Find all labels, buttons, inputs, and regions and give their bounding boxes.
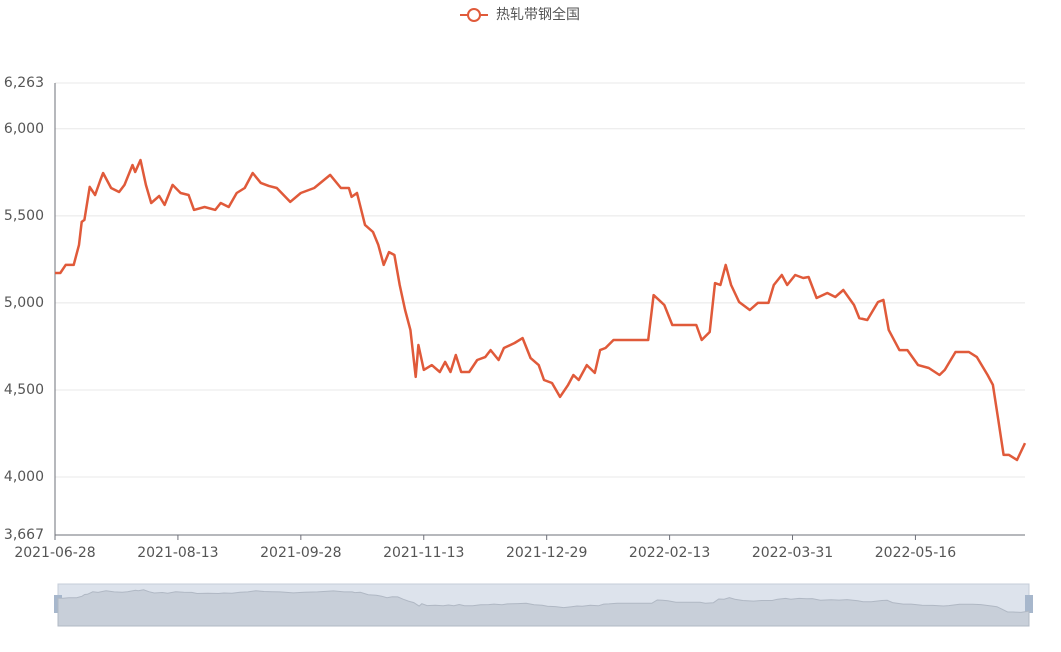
legend-label: 热轧带钢全国 bbox=[496, 6, 580, 23]
x-tick-label: 2021-08-13 bbox=[137, 545, 218, 561]
zoom-handle-right[interactable] bbox=[1025, 595, 1033, 613]
series-line bbox=[55, 158, 1027, 462]
zoom-preview bbox=[57, 589, 1030, 627]
legend-marker bbox=[467, 8, 481, 22]
x-tick-label: 2021-09-28 bbox=[260, 545, 341, 561]
x-tick-label: 2021-12-29 bbox=[506, 545, 587, 561]
y-tick-label: 3,667 bbox=[4, 527, 44, 543]
x-tick-label: 2022-02-13 bbox=[629, 545, 710, 561]
x-tick-label: 2022-03-31 bbox=[752, 545, 833, 561]
x-tick-label: 2021-11-13 bbox=[383, 545, 464, 561]
y-tick-label: 4,500 bbox=[4, 382, 44, 398]
x-tick-label: 2021-06-28 bbox=[14, 545, 95, 561]
y-tick-label: 4,000 bbox=[4, 469, 44, 485]
y-tick-label: 5,500 bbox=[4, 208, 44, 224]
x-tick-label: 2022-05-16 bbox=[875, 545, 956, 561]
y-tick-label: 5,000 bbox=[4, 295, 44, 311]
y-tick-label: 6,000 bbox=[4, 121, 44, 137]
y-tick-label: 6,263 bbox=[4, 75, 44, 91]
